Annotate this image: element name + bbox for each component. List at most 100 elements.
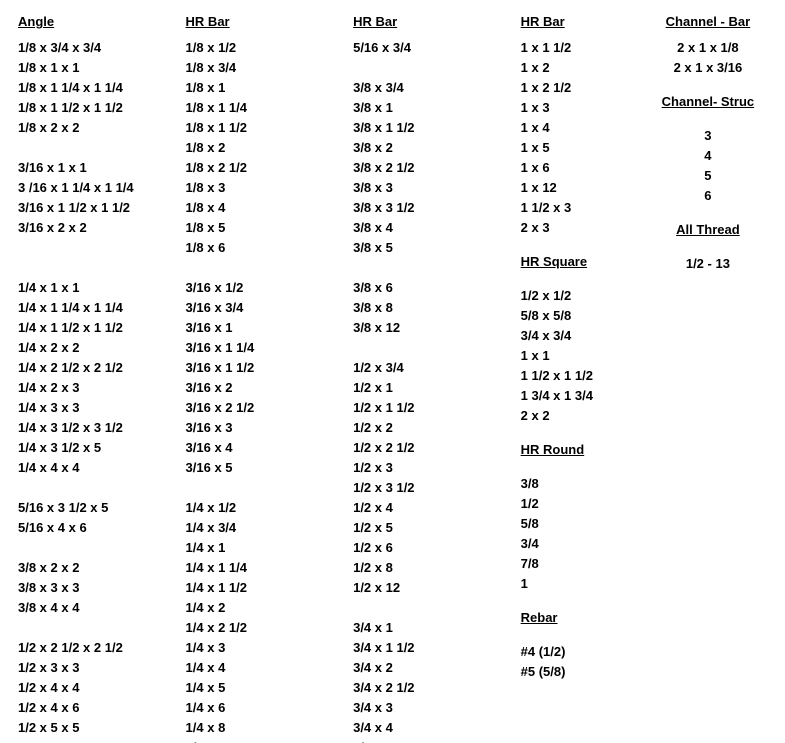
list-item: 3/16 x 3/4	[186, 298, 354, 318]
list-item: 1/2 x 4 x 4	[18, 678, 186, 698]
spacer	[353, 338, 521, 358]
list-item: 1/2 x 3/4	[353, 358, 521, 378]
column-2: HR Bar5/16 x 3/43/8 x 3/43/8 x 13/8 x 1 …	[353, 10, 521, 743]
list-item: 1/8 x 1	[186, 78, 354, 98]
list-item: 1/2 x 4 x 6	[18, 698, 186, 718]
list-item: 1 x 1 1/2	[521, 38, 649, 58]
list-item: 3/8 x 2 1/2	[353, 158, 521, 178]
spacer	[186, 478, 354, 498]
list-item: 1/4 x 3 1/2 x 3 1/2	[18, 418, 186, 438]
list-item: 2 x 1 x 1/8	[649, 38, 767, 58]
list-item: #4 (1/2)	[521, 642, 649, 662]
list-item: 1 x 4	[521, 118, 649, 138]
column-4: Channel - Bar 2 x 1 x 1/82 x 1 x 3/16 Chan…	[649, 10, 767, 274]
section-header: Rebar	[521, 608, 649, 628]
list-item: 3/16 x 3	[186, 418, 354, 438]
list-item: 5	[649, 166, 767, 186]
list-item: 3/16 x 1/2	[186, 278, 354, 298]
list-item: 1/4 x 2 1/2	[186, 618, 354, 638]
list-item: 1/4 x 6	[186, 698, 354, 718]
list-item: 3/4	[521, 534, 649, 554]
list-item: 1/4 x 4 x 4	[18, 458, 186, 478]
list-item: 3/16 x 1	[186, 318, 354, 338]
column-header: HR Bar	[521, 10, 649, 32]
list-item: 1/4 x 3/4	[186, 518, 354, 538]
list-item: 1 x 2	[521, 58, 649, 78]
list-item: 1/8 x 1 1/2 x 1 1/2	[18, 98, 186, 118]
list-item: 1/2 x 2 1/2	[353, 438, 521, 458]
list-item: 5/8 x 5/8	[521, 306, 649, 326]
list-item: 3/16 x 1 1/4	[186, 338, 354, 358]
list-item: 1/8 x 3/4	[186, 58, 354, 78]
list-item: 1 x 5	[521, 138, 649, 158]
list-item: 1 3/4 x 1 3/4	[521, 386, 649, 406]
column-header: Angle	[18, 10, 186, 32]
list-item: 3/8 x 5	[353, 238, 521, 258]
list-item: 3/8 x 3	[353, 178, 521, 198]
section-header: Channel- Struc	[649, 92, 767, 112]
list-item: 3/16 x 2 x 2	[18, 218, 186, 238]
list-item: 3/8 x 3/4	[353, 78, 521, 98]
list-item: 3/8 x 3 1/2	[353, 198, 521, 218]
list-item: 1/4 x 1 1/4 x 1 1/4	[18, 298, 186, 318]
spacer	[186, 258, 354, 278]
list-item: 5/16 x 4 x 6	[18, 518, 186, 538]
list-item: 1 x 6	[521, 158, 649, 178]
spacer	[18, 618, 186, 638]
column-header: Channel - Bar	[649, 10, 767, 32]
list-item: 1/4 x 2 1/2 x 2 1/2	[18, 358, 186, 378]
list-item: 3/8 x 1 1/2	[353, 118, 521, 138]
list-item: 3/16 x 4	[186, 438, 354, 458]
column-header: HR Bar	[186, 10, 354, 32]
list-item: 1/8 x 1 1/4	[186, 98, 354, 118]
list-item: 3/8 x 4 x 4	[18, 598, 186, 618]
list-item: 1/2 x 12	[353, 578, 521, 598]
list-item: 1 1/2 x 1 1/2	[521, 366, 649, 386]
list-item: 1/4 x 3 1/2 x 5	[18, 438, 186, 458]
list-item: 1/4 x 2 x 2	[18, 338, 186, 358]
list-item: 2 x 2	[521, 406, 649, 426]
list-item: 1/4 x 2 x 3	[18, 378, 186, 398]
spacer	[649, 244, 767, 254]
list-item: 1 x 12	[521, 178, 649, 198]
list-item: 1/2 x 6	[353, 538, 521, 558]
list-item: 6	[649, 186, 767, 206]
section-header: HR Square	[521, 252, 649, 272]
spacer	[353, 598, 521, 618]
spacer	[521, 464, 649, 474]
list-item: 1/2 x 3	[353, 458, 521, 478]
list-item: 3/4 x 4	[353, 718, 521, 738]
list-item: 1 x 2 1/2	[521, 78, 649, 98]
list-item: 3/4 x 3/4	[521, 326, 649, 346]
list-item: 2 x 1 x 3/16	[649, 58, 767, 78]
section-header: HR Round	[521, 440, 649, 460]
list-item: 1 x 3	[521, 98, 649, 118]
list-item: 1/4 x 1 1/2	[186, 578, 354, 598]
list-item: 3/16 x 2 1/2	[186, 398, 354, 418]
list-item: 3/4 x 2	[353, 658, 521, 678]
list-item: 1/8 x 1 x 1	[18, 58, 186, 78]
list-item: 3/8	[521, 474, 649, 494]
list-item: 1/2 - 13	[649, 254, 767, 274]
list-item: 1/8 x 1/2	[186, 38, 354, 58]
spacer	[18, 258, 186, 278]
spacer	[18, 478, 186, 498]
list-item: 1 1/2 x 3	[521, 198, 649, 218]
spacer	[521, 632, 649, 642]
list-item: 1/8 x 5	[186, 218, 354, 238]
list-item: 1/4 x 4	[186, 658, 354, 678]
list-item: 1 x 1	[521, 346, 649, 366]
list-item: 3/8 x 8	[353, 298, 521, 318]
list-item: 3/16 x 1 x 1	[18, 158, 186, 178]
list-item: 3/8 x 2	[353, 138, 521, 158]
column-0: Angle1/8 x 3/4 x 3/41/8 x 1 x 11/8 x 1 1…	[18, 10, 186, 738]
list-item: 3/16 x 2	[186, 378, 354, 398]
list-item: 1/2 x 2 1/2 x 2 1/2	[18, 638, 186, 658]
list-item: 1/8 x 6	[186, 238, 354, 258]
list-item: 1/2 x 4	[353, 498, 521, 518]
list-item: 3/4 x 3	[353, 698, 521, 718]
list-item: 1/2 x 1 1/2	[353, 398, 521, 418]
spacer	[521, 276, 649, 286]
list-item: 3/8 x 6	[353, 278, 521, 298]
spacer	[353, 58, 521, 78]
